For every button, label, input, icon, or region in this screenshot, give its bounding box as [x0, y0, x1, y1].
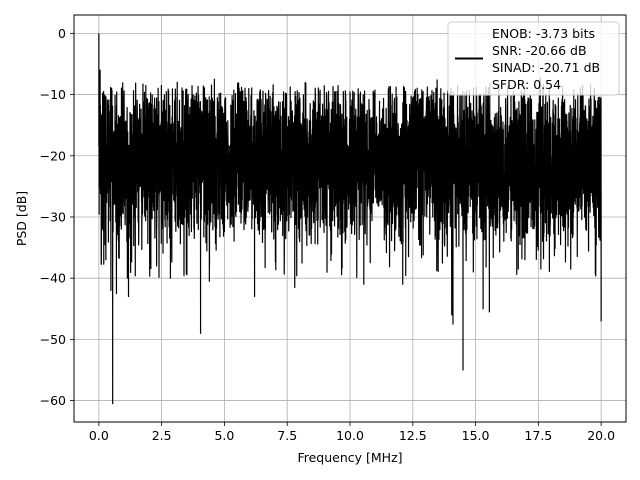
- x-axis-ticks: 0.0 2.5 5.0 7.5 10.0 12.5 15.0 17.5 20.0: [89, 422, 615, 443]
- y-tick-label: −50: [40, 332, 66, 347]
- y-tick-label: −10: [40, 87, 66, 102]
- legend-entry-snr: SNR: -20.66 dB: [492, 43, 587, 58]
- y-tick-label: −60: [40, 393, 66, 408]
- legend-entry-sfdr: SFDR: 0.54: [492, 77, 561, 92]
- legend-box: [447, 21, 620, 96]
- series-layer: [98, 33, 602, 405]
- x-axis-title: Frequency [MHz]: [297, 450, 402, 465]
- x-tick-label: 10.0: [336, 428, 364, 443]
- psd-series-line: [98, 33, 602, 405]
- y-axis-ticks: 0 −10 −20 −30 −40 −50 −60: [40, 26, 74, 408]
- x-tick-label: 2.5: [152, 428, 172, 443]
- x-tick-label: 7.5: [277, 428, 297, 443]
- x-tick-label: 0.0: [89, 428, 109, 443]
- x-tick-label: 5.0: [214, 428, 234, 443]
- x-tick-label: 17.5: [524, 428, 552, 443]
- y-tick-label: −30: [40, 209, 66, 224]
- y-axis-title: PSD [dB]: [14, 191, 29, 246]
- y-tick-label: 0: [58, 26, 66, 41]
- legend-entry-enob: ENOB: -3.73 bits: [492, 26, 595, 41]
- y-tick-label: −40: [40, 271, 66, 286]
- y-tick-label: −20: [40, 148, 66, 163]
- legend-entry-sinad: SINAD: -20.71 dB: [492, 60, 600, 75]
- legend: ENOB: -3.73 bits SNR: -20.66 dB SINAD: -…: [447, 21, 620, 96]
- x-tick-label: 20.0: [587, 428, 615, 443]
- x-tick-label: 12.5: [399, 428, 427, 443]
- x-tick-label: 15.0: [462, 428, 490, 443]
